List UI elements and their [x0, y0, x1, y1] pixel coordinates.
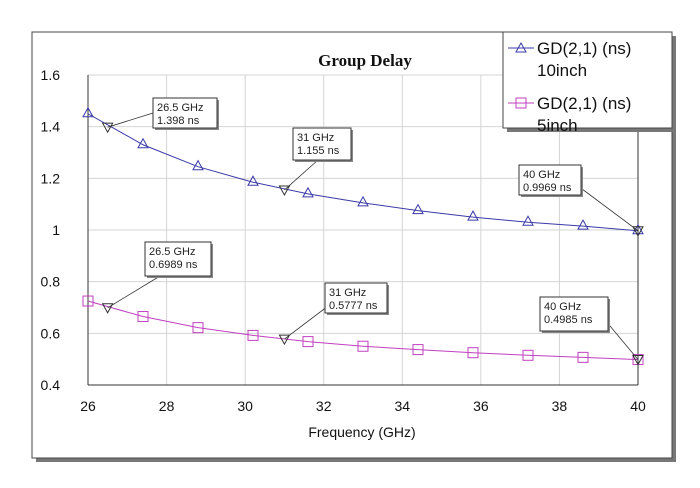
annotation-frequency: 40 GHz	[544, 301, 581, 313]
annotation-leader	[284, 159, 319, 191]
data-point	[577, 219, 589, 230]
annotation-delay: 0.6989 ns	[149, 259, 198, 271]
marker-point	[278, 185, 291, 196]
annotation-delay: 1.155 ns	[297, 145, 340, 157]
marker-point	[632, 226, 644, 237]
y-tick-label: 1	[52, 222, 60, 238]
marker-point	[101, 122, 114, 134]
legend-series-2-sub: 5inch	[537, 116, 578, 135]
data-point	[522, 349, 534, 361]
data-point	[137, 137, 149, 149]
x-tick-label: 34	[394, 398, 410, 414]
annotation-box	[518, 164, 582, 196]
x-tick-label: 36	[473, 398, 489, 414]
x-tick-label: 26	[80, 398, 96, 414]
legend-square-icon	[515, 97, 527, 109]
data-point	[467, 210, 479, 221]
annotation-frequency: 31 GHz	[297, 132, 334, 144]
x-tick-label: 38	[552, 398, 568, 414]
y-tick-label: 0.4	[41, 377, 61, 393]
marker-point	[632, 355, 644, 366]
series-line-2	[87, 300, 639, 361]
x-tick-label: 40	[630, 398, 646, 414]
data-point	[247, 175, 259, 186]
annotation-leader	[107, 112, 154, 128]
data-point	[522, 215, 534, 226]
annotation-box	[324, 282, 388, 314]
annotation-frequency: 26.5 GHz	[157, 102, 203, 114]
annotation-frequency: 40 GHz	[523, 169, 560, 181]
data-point	[82, 106, 94, 118]
annotation-delay: 0.4985 ns	[544, 314, 593, 326]
y-tick-label: 1.6	[41, 67, 61, 83]
y-tick-label: 0.8	[41, 274, 61, 290]
legend-series-2-name: GD(2,1) (ns)	[537, 94, 631, 113]
series-line-1	[87, 113, 639, 232]
chart-title: Group Delay	[318, 51, 412, 70]
data-point	[137, 311, 149, 323]
data-point	[412, 344, 424, 356]
annotation-box	[292, 127, 352, 161]
data-point	[412, 203, 424, 215]
data-point	[577, 351, 589, 363]
x-tick-label: 28	[159, 398, 175, 414]
legend-series-1-name: GD(2,1) (ns)	[537, 39, 631, 58]
legend-series-1-sub: 10inch	[537, 61, 587, 80]
annotation-box	[144, 241, 212, 277]
legend: GD(2,1) (ns) 10inch GD(2,1) (ns) 5inch	[502, 31, 676, 135]
annotation-delay: 0.5777 ns	[329, 300, 378, 312]
data-point	[302, 336, 314, 348]
annotation-box	[152, 97, 218, 129]
x-tick-label: 30	[237, 398, 253, 414]
data-point	[247, 329, 259, 341]
data-point	[192, 159, 204, 171]
annotation-delay: 1.398 ns	[157, 115, 200, 127]
marker-point	[101, 303, 114, 314]
annotation-delay: 0.9969 ns	[523, 182, 572, 194]
annotation-leader	[107, 275, 161, 309]
y-tick-label: 1.4	[41, 119, 61, 135]
data-point	[192, 322, 204, 334]
y-tick-label: 0.6	[41, 325, 61, 341]
data-point	[357, 340, 369, 352]
y-tick-label: 1.2	[41, 170, 61, 186]
data-point	[357, 195, 369, 207]
annotation-box	[539, 296, 609, 332]
data-point	[467, 347, 479, 359]
x-tick-label: 32	[316, 398, 332, 414]
data-point	[302, 186, 314, 198]
x-axis-label: Frequency (GHz)	[308, 424, 415, 440]
legend-triangle-icon	[515, 41, 527, 53]
annotation-frequency: 26.5 GHz	[149, 246, 195, 258]
marker-point	[278, 334, 291, 346]
data-point	[82, 295, 94, 307]
annotation-frequency: 31 GHz	[329, 287, 366, 299]
